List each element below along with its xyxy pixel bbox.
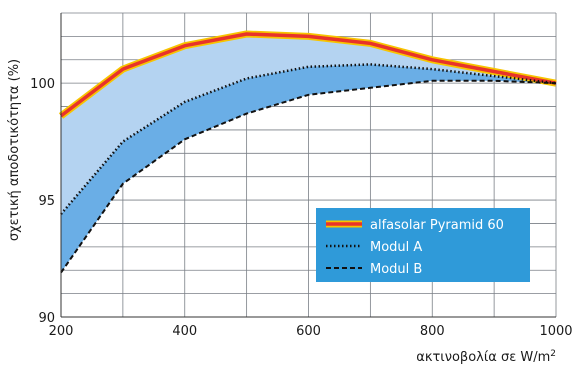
legend-label-modul-a: Modul A bbox=[370, 240, 422, 255]
y-tick-label: 95 bbox=[38, 194, 55, 209]
x-tick-label: 200 bbox=[49, 324, 74, 339]
series-lines bbox=[58, 30, 557, 274]
x-axis-title-main: ακτινοβολία σε W/m bbox=[416, 350, 550, 365]
legend: alfasolar Pyramid 60 Modul A Modul B bbox=[316, 208, 530, 282]
x-tick-label: 1000 bbox=[539, 324, 572, 339]
tick-labels: 200 400 600 800 1000 90 95 100 bbox=[30, 77, 572, 339]
band-pyramid-to-modul-a bbox=[61, 34, 556, 215]
x-axis-title: ακτινοβολία σε W/m2 bbox=[416, 349, 556, 365]
series-line-modul-b bbox=[60, 79, 557, 274]
series-line-pyramid bbox=[59, 32, 557, 118]
y-tick-label: 100 bbox=[30, 77, 55, 92]
legend-box bbox=[316, 208, 530, 282]
y-axis-title: σχετική αποδοτικότητα (%) bbox=[7, 59, 22, 241]
axes bbox=[60, 13, 556, 318]
x-axis-title-superscript: 2 bbox=[550, 349, 556, 359]
band-modul-a-to-modul-b bbox=[61, 64, 556, 273]
x-tick-label: 800 bbox=[420, 324, 445, 339]
legend-label-pyramid: alfasolar Pyramid 60 bbox=[370, 218, 504, 233]
legend-label-modul-b: Modul B bbox=[370, 262, 422, 277]
x-tick-label: 400 bbox=[172, 324, 197, 339]
x-tick-label: 600 bbox=[296, 324, 321, 339]
y-tick-label: 90 bbox=[38, 311, 55, 326]
efficiency-bands bbox=[61, 34, 556, 273]
